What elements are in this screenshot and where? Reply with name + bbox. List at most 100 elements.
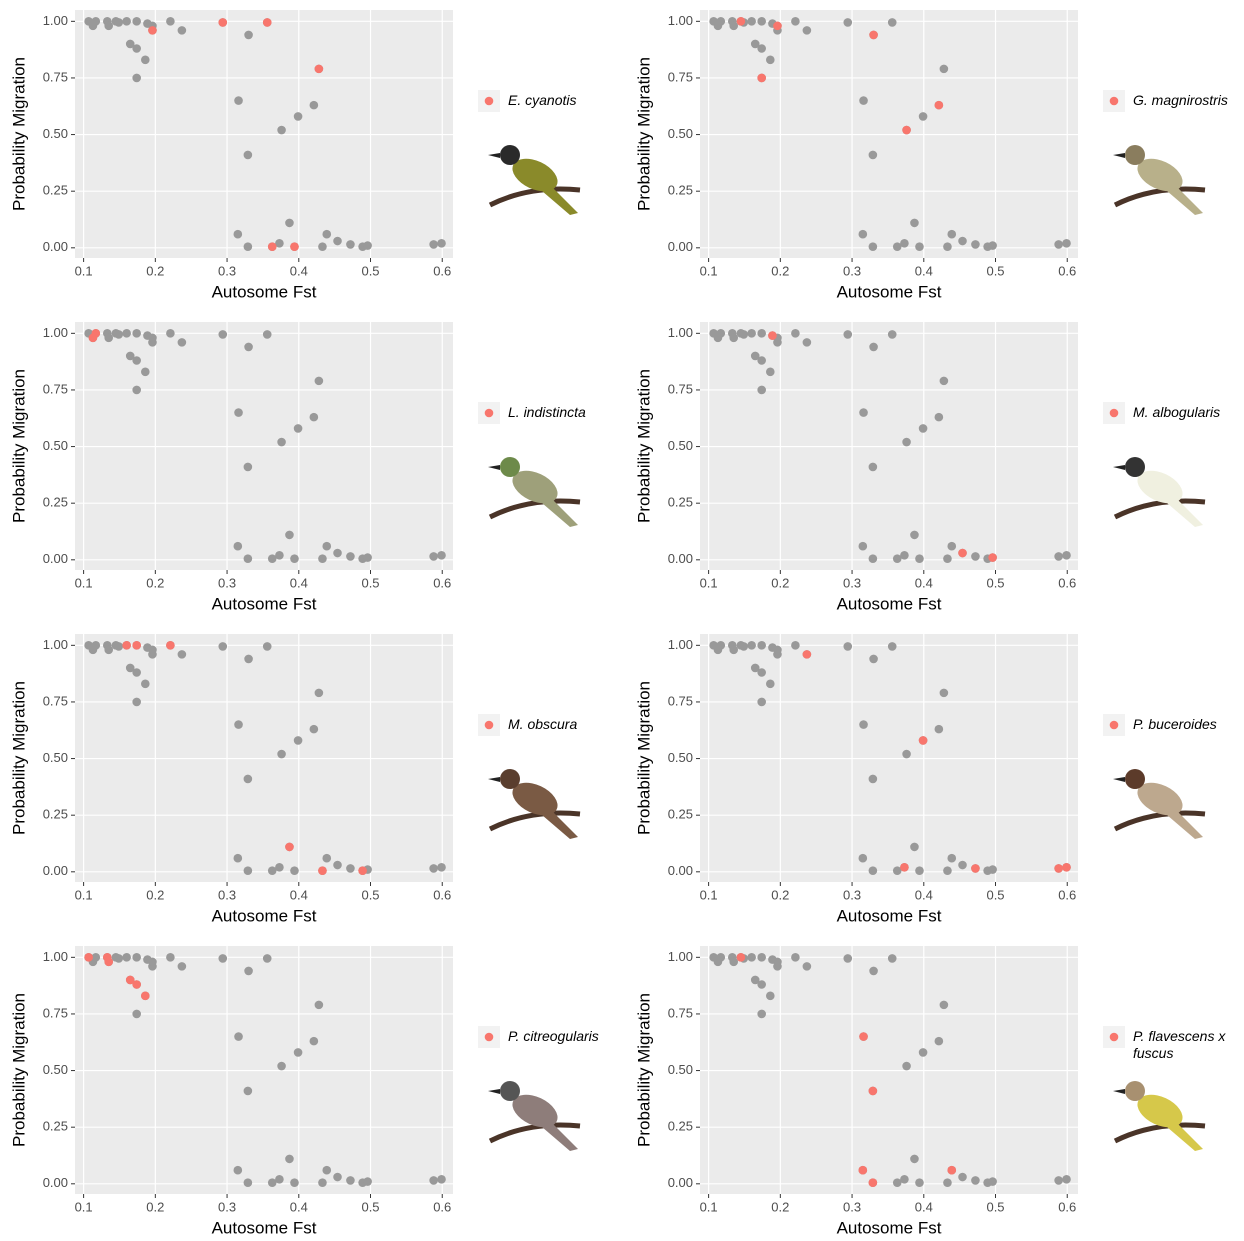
point (988, 553, 997, 562)
point (947, 1166, 956, 1175)
point (166, 641, 175, 650)
point (263, 18, 272, 27)
point (346, 240, 355, 249)
y-tick-label: 0.25 (43, 807, 68, 822)
bird-beak (1113, 1089, 1125, 1094)
point (244, 463, 253, 472)
y-tick-label: 1.00 (668, 949, 693, 964)
point (132, 386, 141, 395)
point (739, 642, 748, 651)
bird-head (1125, 145, 1145, 165)
point (263, 642, 272, 651)
point (773, 22, 782, 31)
point (333, 1173, 342, 1182)
point (277, 438, 286, 447)
point (114, 954, 123, 963)
point (803, 26, 812, 35)
y-axis-title: Probability Migration (9, 57, 28, 211)
point (766, 680, 775, 689)
point (294, 1048, 303, 1057)
point (437, 239, 446, 248)
point (114, 330, 123, 339)
point (277, 1062, 286, 1071)
x-tick-label: 0.4 (290, 1199, 308, 1214)
point (803, 338, 812, 347)
point (717, 641, 726, 650)
point (859, 408, 868, 417)
point (859, 854, 868, 863)
point (244, 554, 253, 563)
x-tick-label: 0.2 (771, 887, 789, 902)
point (234, 96, 243, 105)
point (363, 553, 372, 562)
point (757, 74, 766, 83)
point (346, 864, 355, 873)
point (178, 338, 187, 347)
x-tick-label: 0.6 (433, 1199, 451, 1214)
point (148, 334, 157, 343)
point (104, 334, 113, 343)
point (958, 549, 967, 558)
point (322, 1166, 331, 1175)
point (92, 17, 101, 26)
legend-marker (485, 97, 494, 106)
x-axis-title: Autosome Fst (837, 906, 942, 925)
point (358, 866, 367, 875)
point (900, 863, 909, 872)
point (915, 242, 924, 251)
point (869, 866, 878, 875)
point (729, 22, 738, 31)
point (768, 331, 777, 340)
legend-marker (1110, 1033, 1119, 1042)
point (437, 863, 446, 872)
point (244, 151, 253, 160)
y-tick-label: 1.00 (43, 949, 68, 964)
y-tick-label: 0.50 (43, 438, 68, 453)
point (791, 641, 800, 650)
x-tick-label: 0.6 (1058, 1199, 1076, 1214)
point (429, 552, 438, 561)
point (747, 953, 756, 962)
point (859, 230, 868, 239)
point (104, 22, 113, 31)
point (958, 237, 967, 246)
point (234, 720, 243, 729)
x-tick-label: 0.2 (146, 575, 164, 590)
point (285, 843, 294, 852)
point (437, 551, 446, 560)
point (888, 330, 897, 339)
x-tick-label: 0.2 (146, 1199, 164, 1214)
point (322, 854, 331, 863)
point (737, 953, 746, 962)
x-tick-label: 0.6 (433, 575, 451, 590)
legend-box: M. obscura (508, 716, 626, 756)
bird-head (1125, 457, 1145, 477)
legend-marker (1110, 721, 1119, 730)
y-tick-label: 1.00 (668, 13, 693, 28)
x-tick-label: 0.5 (986, 263, 1004, 278)
x-tick-label: 0.6 (1058, 887, 1076, 902)
y-tick-label: 0.00 (668, 863, 693, 878)
legend-label: M. obscura (508, 716, 626, 733)
point (757, 953, 766, 962)
y-tick-label: 0.00 (43, 551, 68, 566)
y-tick-label: 0.75 (668, 69, 693, 84)
x-tick-label: 0.1 (75, 887, 93, 902)
point (218, 18, 227, 27)
y-axis-title: Probability Migration (634, 681, 653, 835)
point (290, 1178, 299, 1187)
point (277, 750, 286, 759)
y-tick-label: 0.50 (668, 1062, 693, 1077)
point (971, 1176, 980, 1185)
point (757, 698, 766, 707)
point (122, 641, 131, 650)
point (318, 554, 327, 563)
x-tick-label: 0.1 (700, 887, 718, 902)
point (729, 334, 738, 343)
x-axis-title: Autosome Fst (212, 1218, 317, 1237)
point (971, 864, 980, 873)
x-tick-label: 0.6 (1058, 575, 1076, 590)
bird-illustration (1113, 1081, 1205, 1151)
point (429, 864, 438, 873)
point (869, 31, 878, 40)
